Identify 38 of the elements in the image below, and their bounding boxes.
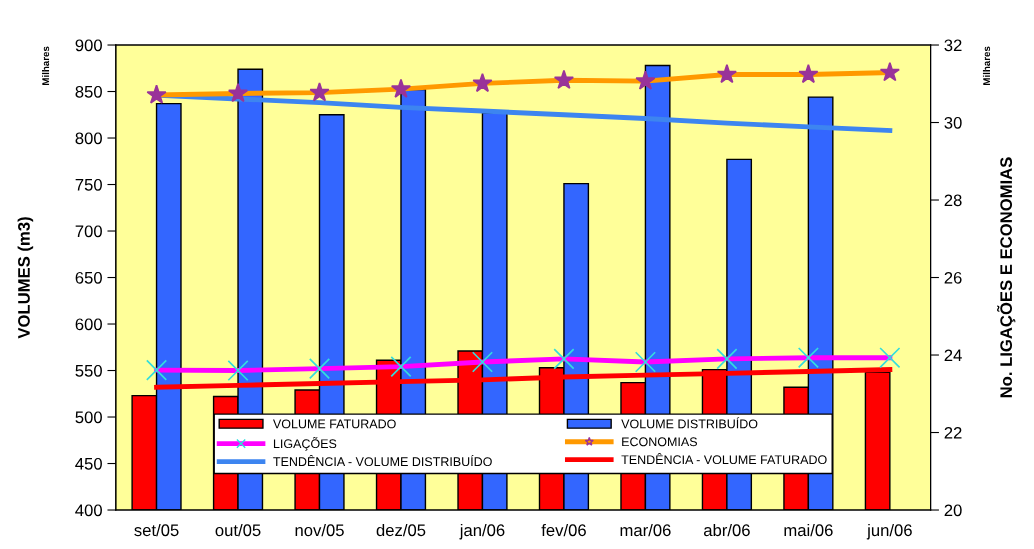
x-tick-label: mar/06 xyxy=(620,523,671,537)
text: Milhares xyxy=(982,46,991,85)
y-tick-label: 450 xyxy=(75,457,102,470)
legend-label: VOLUME DISTRIBUÍDO xyxy=(621,417,758,429)
y-tick-label: 900 xyxy=(75,39,102,52)
y-tick-label: 850 xyxy=(75,85,102,98)
y2-tick-label: 32 xyxy=(944,39,962,52)
y-tick-label: 800 xyxy=(75,132,102,145)
legend-label: VOLUME FATURADO xyxy=(273,419,396,429)
x-tick-label: mai/06 xyxy=(784,523,833,537)
x-tick-label: fev/06 xyxy=(541,523,586,537)
legend-label: ECONOMIAS xyxy=(622,437,697,447)
x-tick-label: jan/06 xyxy=(459,523,505,540)
y-tick-label: 550 xyxy=(75,364,102,377)
x-tick-label: abr/06 xyxy=(703,523,750,537)
x-tick-label: dez/05 xyxy=(376,523,426,537)
y-tick-label: 700 xyxy=(75,225,102,238)
y-tick-label: 500 xyxy=(75,411,102,424)
x-tick-label: set/05 xyxy=(134,523,179,537)
y2-tick-label: 28 xyxy=(944,194,962,207)
x-tick-label: nov/05 xyxy=(295,523,344,537)
y2-tick-label: 22 xyxy=(944,426,962,439)
y2-axis-title: No. LIGAÇÕES E ECONOMIAS xyxy=(997,157,1016,398)
legend-label: TENDÊNCIA - VOLUME DISTRIBUÍDO xyxy=(273,455,492,467)
y-tick-label: 750 xyxy=(75,178,102,191)
x-tick-label: out/05 xyxy=(215,523,261,537)
y2-tick-label: 24 xyxy=(944,349,962,362)
legend-label: LIGAÇÕES xyxy=(273,437,337,451)
legend-label: TENDÊNCIA - VOLUME FATURADO xyxy=(621,453,827,465)
y2-tick-label: 26 xyxy=(944,271,962,284)
y-tick-label: 650 xyxy=(75,271,102,284)
y-tick-label: 400 xyxy=(75,504,102,517)
text: Milhares xyxy=(42,46,50,85)
y2-tick-label: 30 xyxy=(944,116,962,129)
y2-tick-label: 20 xyxy=(944,504,962,517)
x-tick-label: jun/06 xyxy=(866,523,912,540)
y-axis-title: VOLUMES (m3) xyxy=(17,217,34,339)
y-tick-label: 600 xyxy=(75,318,102,331)
